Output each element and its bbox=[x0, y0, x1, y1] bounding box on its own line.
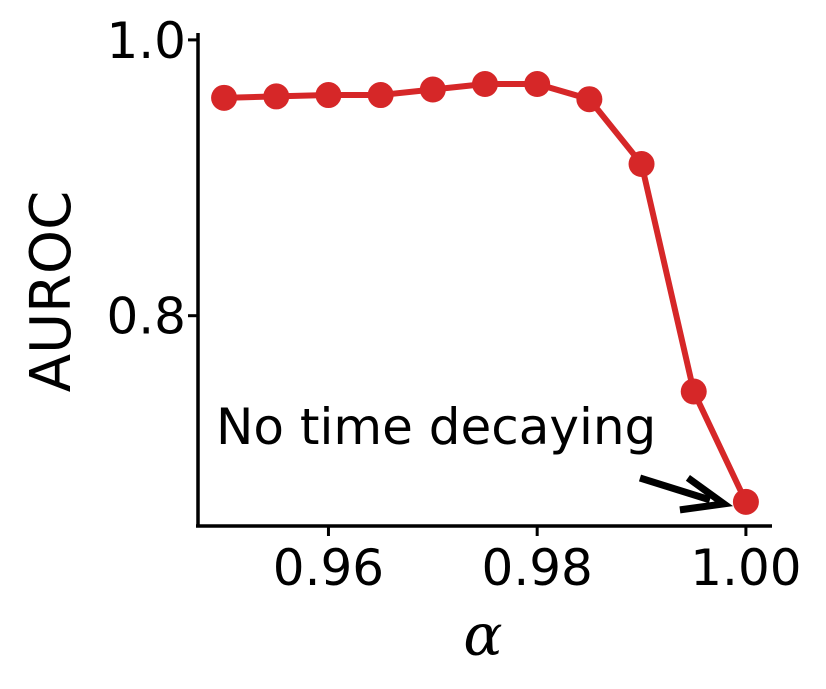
x-tick-label: 0.96 bbox=[273, 539, 384, 597]
data-point bbox=[263, 83, 290, 110]
x-tick-label: 0.98 bbox=[482, 539, 593, 597]
data-point bbox=[628, 151, 655, 178]
annotation-text: No time decaying bbox=[216, 398, 656, 456]
x-ticks: 0.96 0.98 1.00 bbox=[273, 526, 802, 597]
data-point bbox=[524, 71, 551, 98]
y-ticks: 0.8 1.0 bbox=[106, 12, 198, 346]
y-tick-label: 1.0 bbox=[106, 12, 186, 70]
y-axis-title: AUROC bbox=[19, 191, 84, 392]
plot-area: 0.96 0.98 1.00 0.8 1.0 No time decaying bbox=[106, 12, 801, 597]
y-tick-label: 0.8 bbox=[106, 288, 186, 346]
arrow-head bbox=[679, 475, 734, 514]
annotation-layer: No time decaying bbox=[216, 398, 734, 514]
data-point bbox=[576, 86, 603, 113]
series-layer bbox=[211, 71, 759, 515]
data-point bbox=[419, 76, 446, 103]
data-point bbox=[211, 84, 238, 111]
data-point bbox=[315, 82, 342, 109]
x-axis-title: α bbox=[463, 601, 502, 669]
data-point bbox=[680, 378, 707, 405]
arrow-shaft bbox=[638, 474, 711, 504]
annotation-arrow-icon bbox=[638, 474, 734, 514]
data-point bbox=[367, 82, 394, 109]
data-point bbox=[472, 71, 498, 98]
x-tick-label: 1.00 bbox=[690, 539, 801, 597]
data-point bbox=[732, 488, 759, 515]
